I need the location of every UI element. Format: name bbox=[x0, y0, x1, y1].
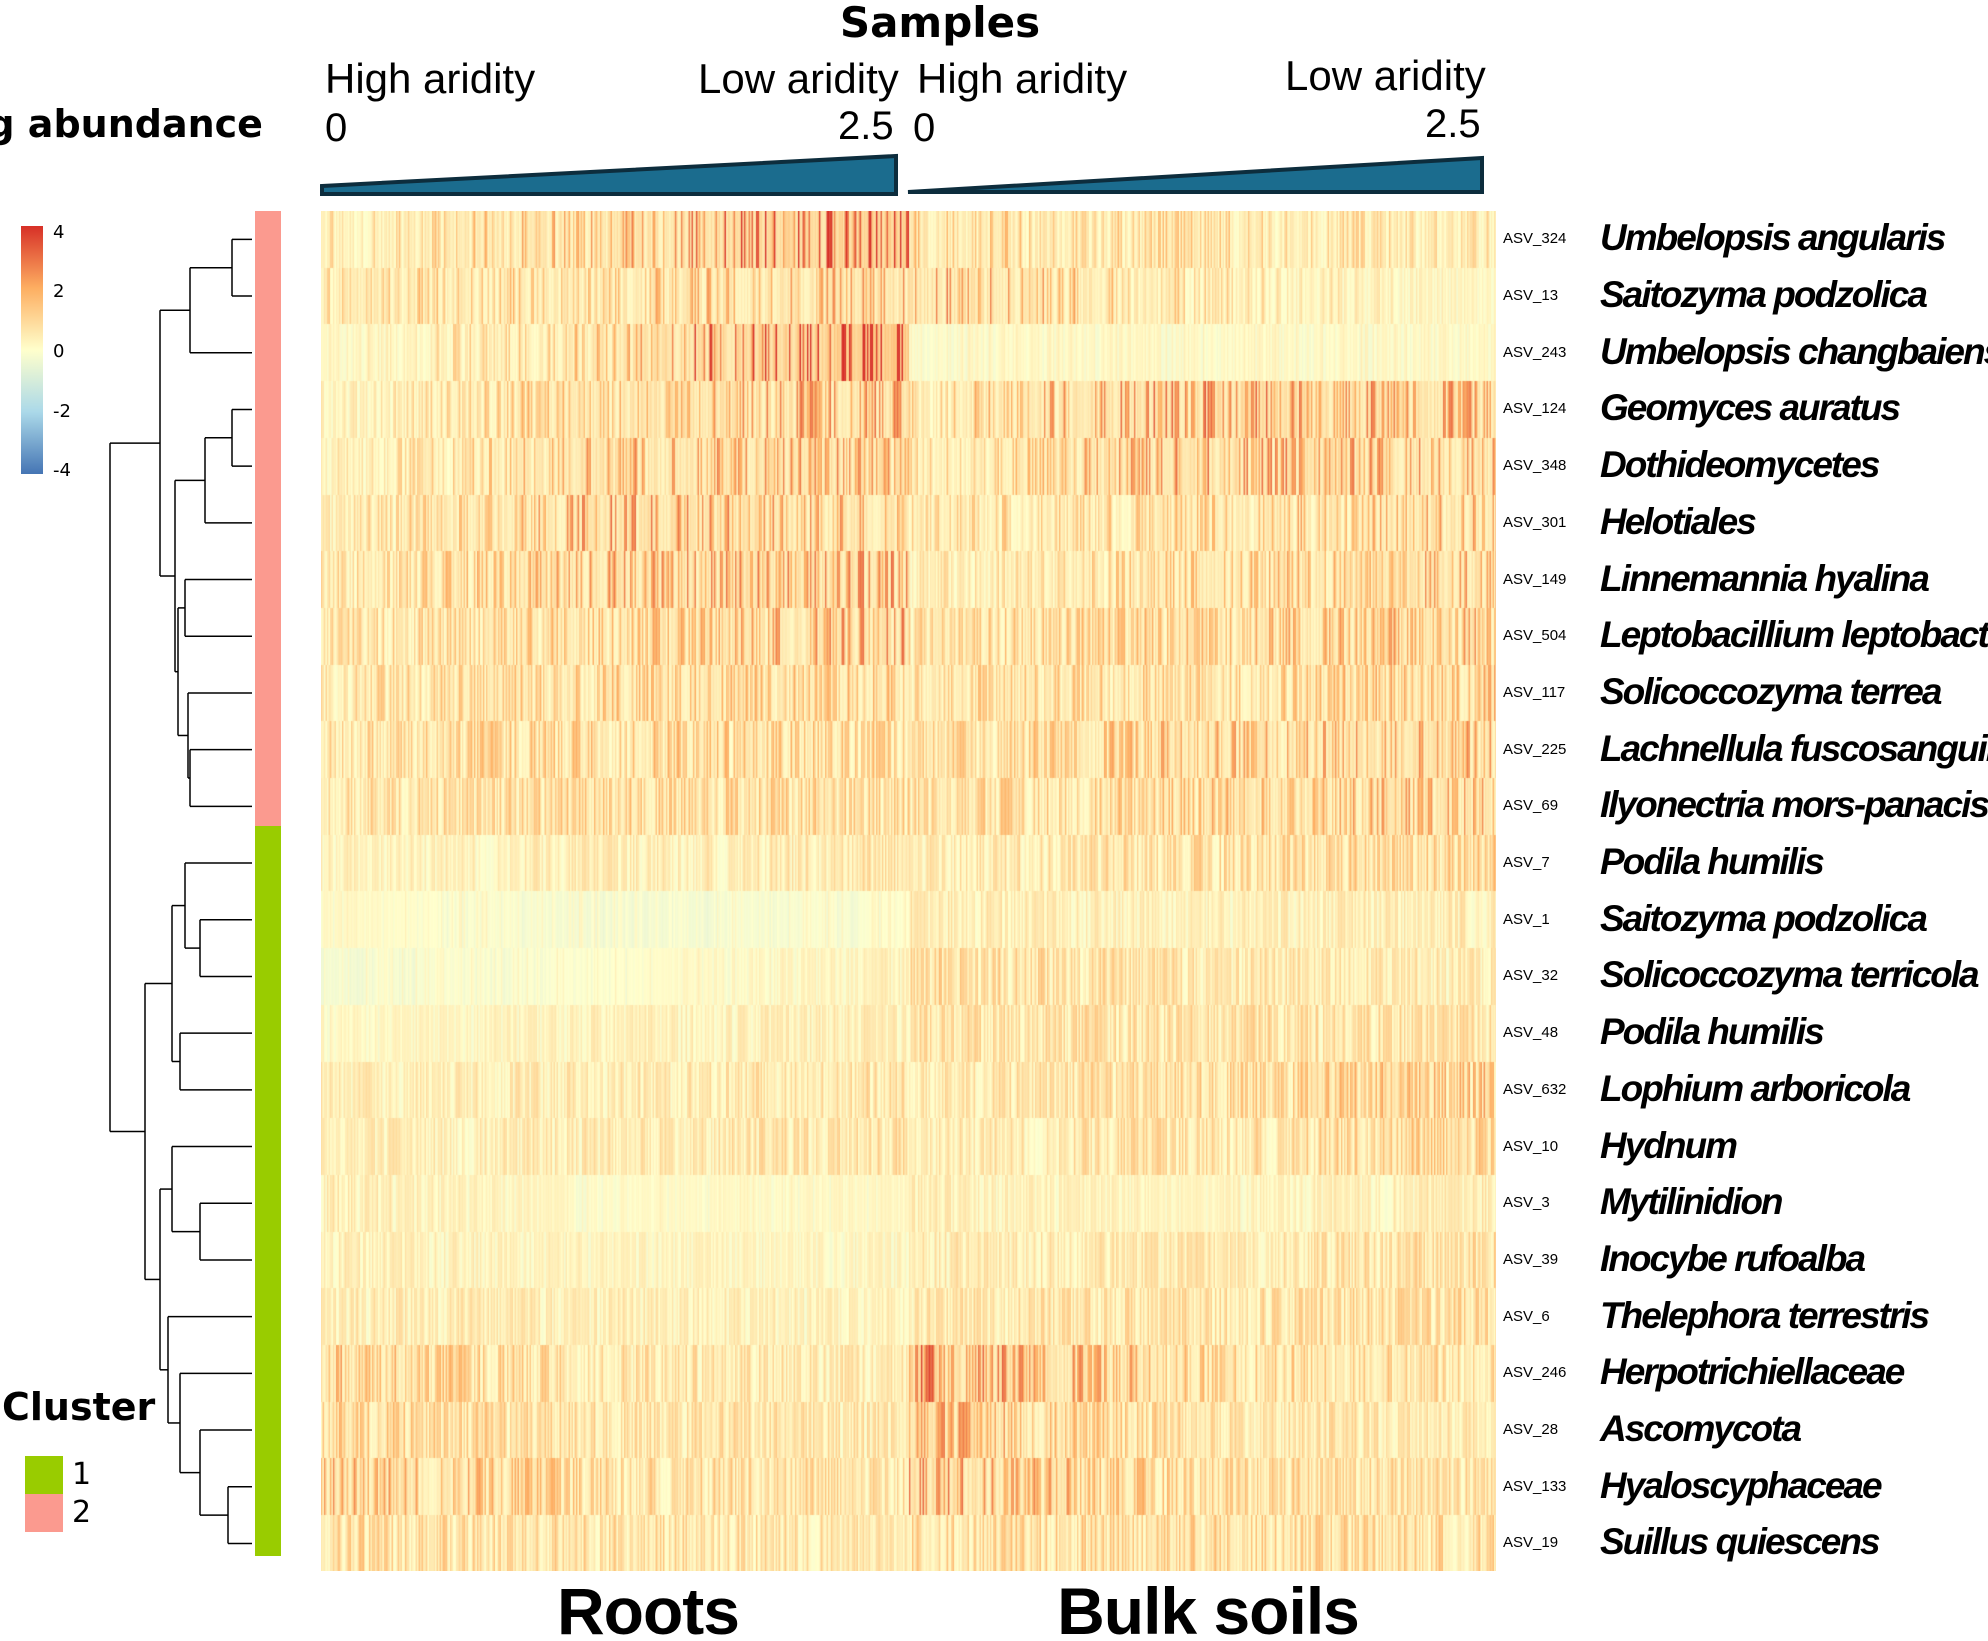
roots-aridity-wedge bbox=[320, 153, 898, 196]
row-asv-label: ASV_124 bbox=[1503, 400, 1567, 418]
roots-aridity-min-label: 0 bbox=[325, 106, 348, 150]
row-asv-label: ASV_3 bbox=[1503, 1194, 1550, 1212]
row-dendrogram bbox=[109, 238, 252, 1545]
row-taxon-label: Umbelopsis changbaiensis bbox=[1600, 330, 1988, 372]
row-taxon-label: Umbelopsis angularis bbox=[1600, 217, 1946, 259]
row-asv-label: ASV_301 bbox=[1503, 513, 1567, 531]
row-taxon-label: Dothideomycetes bbox=[1600, 444, 1880, 486]
row-taxon-label: Suillus quiescens bbox=[1600, 1521, 1881, 1563]
row-taxon-label: Herpotrichiellaceae bbox=[1600, 1351, 1905, 1393]
cluster-2-bar bbox=[255, 211, 281, 826]
row-asv-label: ASV_10 bbox=[1503, 1137, 1559, 1155]
row-asv-label: ASV_348 bbox=[1503, 457, 1567, 475]
row-taxon-label: Linnemannia hyalina bbox=[1600, 557, 1930, 599]
cluster-2-swatch bbox=[25, 1494, 63, 1532]
row-asv-label: ASV_6 bbox=[1503, 1307, 1550, 1325]
color-tick-2: 2 bbox=[53, 281, 65, 302]
roots-aridity-max-label: 2.5 bbox=[838, 104, 894, 148]
row-asv-label: ASV_32 bbox=[1503, 967, 1559, 985]
row-taxon-label: Ilyonectria mors-panacis bbox=[1600, 784, 1988, 826]
soils-low-aridity-label: Low aridity bbox=[1285, 52, 1486, 99]
row-taxon-label: Lachnellula fuscosanguinea bbox=[1600, 727, 1988, 769]
row-asv-label: ASV_632 bbox=[1503, 1080, 1567, 1098]
row-taxon-label: Hyaloscyphaceae bbox=[1600, 1464, 1883, 1506]
row-asv-label: ASV_19 bbox=[1503, 1534, 1559, 1552]
soils-aridity-max-label: 2.5 bbox=[1425, 102, 1481, 146]
row-asv-label: ASV_7 bbox=[1503, 854, 1550, 872]
row-taxon-label: Podila humilis bbox=[1600, 841, 1825, 883]
row-taxon-label: Geomyces auratus bbox=[1600, 387, 1901, 429]
row-taxon-label: Saitozyma podzolica bbox=[1600, 274, 1928, 316]
soils-high-aridity-label: High aridity bbox=[917, 55, 1128, 102]
roots-low-aridity-label: Low aridity bbox=[698, 55, 899, 102]
row-taxon-label: Solicoccozyma terricola bbox=[1600, 954, 1980, 996]
roots-high-aridity-label: High aridity bbox=[325, 55, 536, 102]
row-taxon-label: Ascomycota bbox=[1600, 1408, 1802, 1450]
row-asv-label: ASV_13 bbox=[1503, 287, 1559, 305]
heatmap-grid bbox=[321, 211, 1496, 1571]
row-taxon-label: Mytilinidion bbox=[1600, 1181, 1784, 1223]
color-tick-4: 4 bbox=[53, 222, 65, 243]
soils-aridity-wedge bbox=[907, 155, 1484, 194]
row-asv-label: ASV_243 bbox=[1503, 343, 1567, 361]
row-asv-label: ASV_149 bbox=[1503, 570, 1567, 588]
row-taxon-label: Leptobacillium leptobactrum bbox=[1600, 614, 1988, 656]
row-taxon-label: Helotiales bbox=[1600, 500, 1757, 542]
row-asv-label: ASV_504 bbox=[1503, 627, 1567, 645]
row-asv-label: ASV_246 bbox=[1503, 1364, 1567, 1382]
row-asv-label: ASV_225 bbox=[1503, 740, 1567, 758]
color-tick-0: 0 bbox=[53, 341, 65, 362]
chart-title: Samples bbox=[839, 0, 1041, 47]
row-asv-label: ASV_133 bbox=[1503, 1477, 1567, 1495]
row-taxon-label: Hydnum bbox=[1600, 1124, 1738, 1166]
panel-label-roots: Roots bbox=[557, 1574, 740, 1641]
cluster-legend-title: Cluster bbox=[2, 1385, 156, 1429]
soils-aridity-min-label: 0 bbox=[913, 106, 936, 150]
cluster-1-swatch bbox=[25, 1456, 63, 1494]
cluster-1-bar bbox=[255, 826, 281, 1556]
row-asv-label: ASV_48 bbox=[1503, 1024, 1559, 1042]
row-taxon-label: Inocybe rufoalba bbox=[1600, 1237, 1866, 1279]
row-taxon-label: Thelephora terrestris bbox=[1600, 1294, 1930, 1336]
cluster-1-label: 1 bbox=[72, 1457, 92, 1492]
row-taxon-label: Solicoccozyma terrea bbox=[1600, 670, 1942, 712]
color-tick-minus-2: -2 bbox=[53, 401, 71, 422]
panel-label-bulk-soils: Bulk soils bbox=[1057, 1574, 1360, 1641]
color-tick-minus-4: -4 bbox=[53, 460, 71, 481]
row-asv-label: ASV_69 bbox=[1503, 797, 1559, 815]
row-asv-label: ASV_117 bbox=[1503, 683, 1566, 701]
row-taxon-label: Saitozyma podzolica bbox=[1600, 897, 1928, 939]
row-taxon-label: Podila humilis bbox=[1600, 1011, 1825, 1053]
cluster-2-label: 2 bbox=[72, 1495, 92, 1530]
row-asv-label: ASV_1 bbox=[1503, 910, 1550, 928]
color-scale-bar bbox=[21, 226, 43, 474]
legend-title: Log abundance bbox=[0, 102, 263, 146]
row-taxon-label: Lophium arboricola bbox=[1600, 1067, 1911, 1109]
row-asv-label: ASV_39 bbox=[1503, 1250, 1559, 1268]
row-asv-label: ASV_28 bbox=[1503, 1421, 1559, 1439]
row-asv-label: ASV_324 bbox=[1503, 230, 1567, 248]
